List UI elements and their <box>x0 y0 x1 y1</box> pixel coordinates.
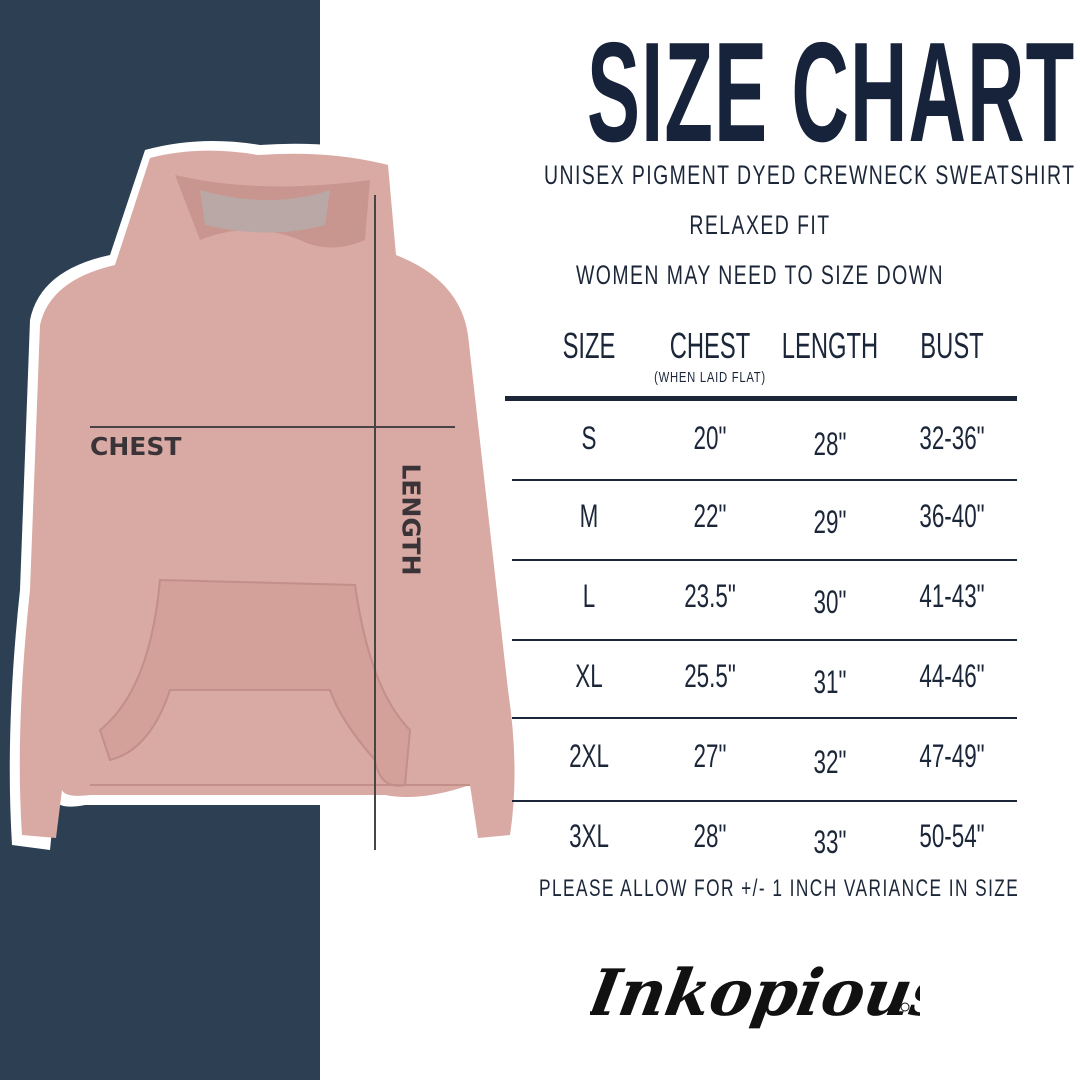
svg-text:Inkopious: Inkopious <box>590 955 920 1030</box>
cell-size: L <box>582 578 596 614</box>
page-title: SIZE CHART <box>587 13 1076 172</box>
cell-size: 3XL <box>569 818 609 854</box>
header-bust: BUST <box>920 325 984 366</box>
row-divider <box>512 800 1017 802</box>
row-divider <box>512 559 1017 561</box>
chest-label: CHEST <box>90 432 182 461</box>
chest-note: (WHEN LAID FLAT) <box>654 369 766 386</box>
cell-bust: 50-54" <box>919 818 985 854</box>
cell-bust: 32-36" <box>919 420 985 456</box>
cell-length: 31" <box>813 664 847 700</box>
sizing-advice: WOMEN MAY NEED TO SIZE DOWN <box>576 260 944 290</box>
row-divider <box>512 717 1017 719</box>
cell-bust: 41-43" <box>919 578 985 614</box>
hoodie-image <box>9 141 528 850</box>
cell-size: XL <box>575 658 603 694</box>
length-label: LENGTH <box>396 463 426 576</box>
product-subtitle: UNISEX PIGMENT DYED CREWNECK SWEATSHIRT <box>544 160 1076 190</box>
header-chest: CHEST <box>669 325 751 366</box>
cell-bust: 47-49" <box>919 738 985 774</box>
cell-length: 29" <box>813 504 847 540</box>
header-length: LENGTH <box>781 325 879 366</box>
cell-size: M <box>579 498 599 534</box>
cell-bust: 36-40" <box>919 498 985 534</box>
fit-label: RELAXED FIT <box>689 210 831 240</box>
cell-length: 33" <box>813 824 847 860</box>
cell-chest: 23.5" <box>684 578 736 614</box>
cell-chest: 25.5" <box>684 658 736 694</box>
row-divider <box>512 639 1017 641</box>
row-divider <box>512 479 1017 481</box>
cell-size: 2XL <box>569 738 609 774</box>
cell-chest: 27" <box>693 738 727 774</box>
cell-chest: 28" <box>693 818 727 854</box>
variance-footnote: PLEASE ALLOW FOR +/- 1 INCH VARIANCE IN … <box>539 875 1020 902</box>
header-size: SIZE <box>562 325 616 366</box>
cell-length: 30" <box>813 584 847 620</box>
cell-size: S <box>581 420 597 456</box>
cell-bust: 44-46" <box>919 658 985 694</box>
header-divider <box>505 396 1017 401</box>
inkopious-logo: Inkopious <box>590 955 920 1030</box>
cell-chest: 22" <box>693 498 727 534</box>
cell-length: 28" <box>813 426 847 462</box>
cell-length: 32" <box>813 744 847 780</box>
cell-chest: 20" <box>693 420 727 456</box>
